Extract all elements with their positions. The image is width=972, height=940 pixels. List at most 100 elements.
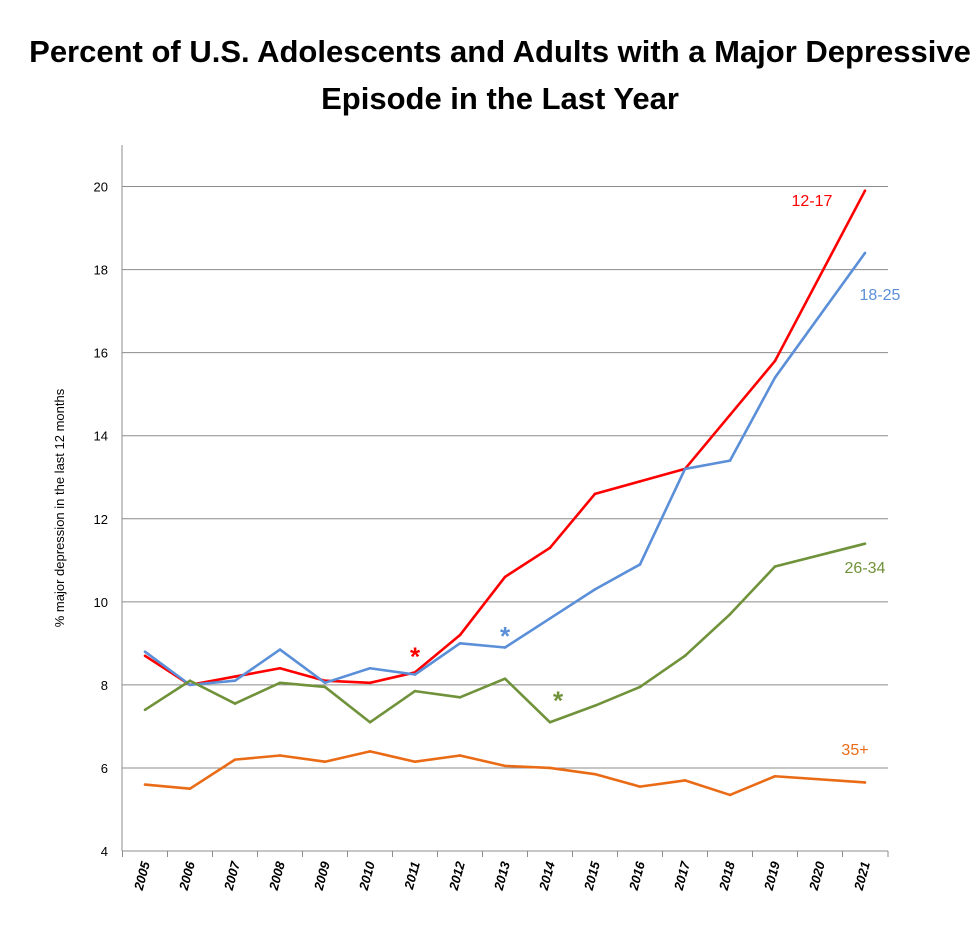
y-tick-label: 10 xyxy=(94,595,108,610)
series-line-35+ xyxy=(144,750,866,797)
data-point xyxy=(143,708,147,712)
significance-asterisk: * xyxy=(410,642,421,672)
data-point xyxy=(143,783,147,786)
data-point xyxy=(278,648,282,651)
y-tick-label: 4 xyxy=(101,844,108,859)
data-point xyxy=(593,704,597,707)
x-tick-label: 2017 xyxy=(671,859,693,893)
data-point xyxy=(548,617,552,620)
data-point xyxy=(638,480,642,483)
x-tick-label: 2010 xyxy=(356,859,378,893)
data-point xyxy=(188,787,192,791)
x-tick-label: 2009 xyxy=(311,859,333,893)
data-point xyxy=(278,754,282,757)
data-point xyxy=(188,679,192,683)
data-point xyxy=(368,666,372,670)
series-label: 12-17 xyxy=(792,193,833,210)
chart-title: Percent of U.S. Adolescents and Adults w… xyxy=(29,34,971,116)
series-line-12-17 xyxy=(144,190,867,687)
data-point xyxy=(548,546,552,550)
data-point xyxy=(458,633,462,637)
y-tick-label: 20 xyxy=(94,180,108,195)
x-tick-label: 2014 xyxy=(536,859,558,893)
data-point xyxy=(863,542,867,545)
x-tick-label: 2020 xyxy=(806,859,828,893)
data-point xyxy=(188,683,192,687)
series-label: 35+ xyxy=(841,742,868,759)
x-tick-label: 2008 xyxy=(266,859,288,893)
data-point xyxy=(683,779,687,782)
data-point xyxy=(683,467,687,471)
data-point xyxy=(638,563,642,566)
y-tick-label: 14 xyxy=(94,429,108,444)
x-tick-label: 2019 xyxy=(761,859,783,893)
data-point xyxy=(503,764,507,768)
data-point xyxy=(458,754,462,757)
x-tick-label: 2015 xyxy=(581,859,603,893)
y-axis-label: % major depression in the last 12 months xyxy=(52,388,67,627)
data-point xyxy=(458,642,462,645)
series-line-26-34 xyxy=(144,542,866,724)
data-point xyxy=(233,758,237,761)
data-point xyxy=(773,359,777,363)
series-line-18-25 xyxy=(144,252,867,687)
data-point xyxy=(548,720,552,724)
data-point xyxy=(503,575,507,579)
data-point xyxy=(503,677,507,680)
data-point xyxy=(638,785,642,788)
x-tick-label: 2006 xyxy=(176,859,198,893)
series-label: 18-25 xyxy=(860,287,901,304)
y-tick-label: 8 xyxy=(101,678,108,693)
data-point xyxy=(323,685,327,689)
x-tick-label: 2018 xyxy=(716,859,738,893)
data-point xyxy=(503,646,507,649)
data-point xyxy=(863,189,867,192)
y-tick-label: 16 xyxy=(94,346,108,361)
data-point xyxy=(728,793,732,797)
x-tick-label: 2012 xyxy=(446,859,468,893)
data-point xyxy=(728,413,732,417)
data-point xyxy=(593,772,597,776)
data-point xyxy=(773,376,777,379)
x-tick-label: 2021 xyxy=(851,860,873,893)
data-point xyxy=(143,650,147,653)
data-point xyxy=(368,720,372,724)
y-tick-label: 18 xyxy=(94,263,108,278)
y-tick-label: 12 xyxy=(94,512,108,527)
data-point xyxy=(413,760,417,764)
data-point xyxy=(683,654,687,658)
y-tick-label: 6 xyxy=(101,761,108,776)
data-point xyxy=(593,492,597,496)
data-point xyxy=(728,612,732,616)
x-tick-label: 2007 xyxy=(221,859,243,893)
data-point xyxy=(323,681,327,685)
significance-asterisk: * xyxy=(553,685,564,715)
data-point xyxy=(638,685,642,689)
data-point xyxy=(458,696,462,699)
data-point xyxy=(233,679,237,683)
data-point xyxy=(863,781,867,784)
data-point xyxy=(323,760,327,764)
data-point xyxy=(233,702,237,705)
data-point xyxy=(278,666,282,670)
data-point xyxy=(368,750,372,753)
data-point xyxy=(728,459,732,462)
data-point xyxy=(413,689,417,693)
data-point xyxy=(413,673,417,676)
data-point xyxy=(593,588,597,591)
data-point xyxy=(548,766,552,770)
significance-asterisk: * xyxy=(500,621,511,651)
data-point xyxy=(773,774,777,778)
data-point xyxy=(368,681,372,685)
x-tick-label: 2016 xyxy=(626,859,648,893)
x-tick-label: 2013 xyxy=(491,859,513,893)
data-point xyxy=(863,251,867,255)
x-tick-label: 2011 xyxy=(401,860,423,892)
data-point xyxy=(773,565,777,568)
data-point xyxy=(233,675,237,678)
series-label: 26-34 xyxy=(845,560,886,577)
data-point xyxy=(278,681,282,685)
data-point xyxy=(143,654,147,658)
x-tick-label: 2005 xyxy=(131,859,153,893)
